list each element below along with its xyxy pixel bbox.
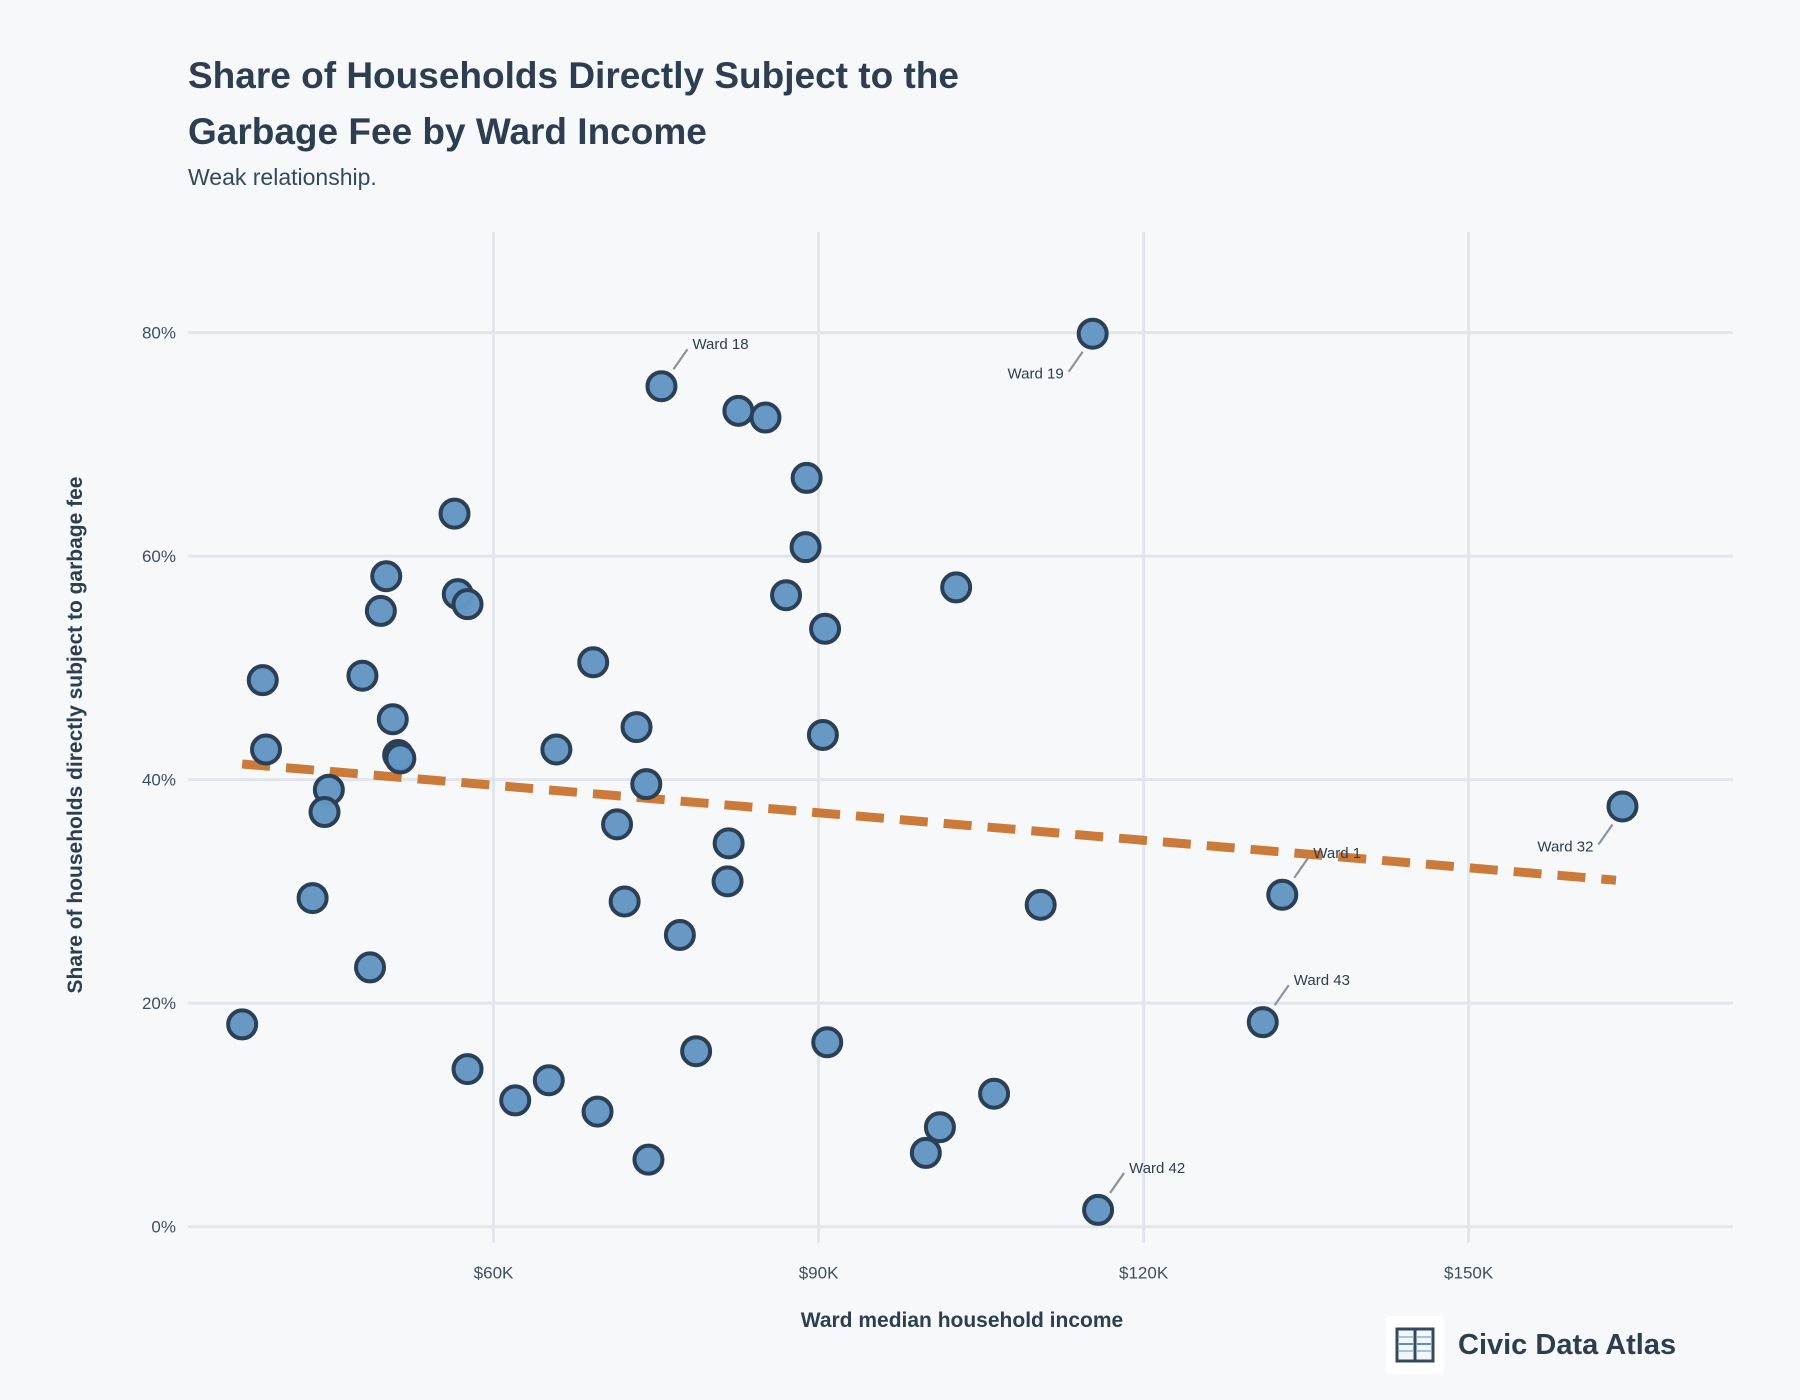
x-axis-title: Ward median household income	[801, 1309, 1123, 1332]
data-point[interactable]	[749, 401, 782, 434]
point-annotation: Ward 19	[1008, 366, 1064, 383]
open-book-icon	[1386, 1316, 1444, 1374]
annotation-leader-line	[1293, 857, 1310, 879]
data-point[interactable]	[581, 1095, 614, 1128]
data-point[interactable]	[451, 1053, 484, 1086]
data-point[interactable]	[246, 664, 279, 697]
x-tick-label: $120K	[1119, 1264, 1169, 1283]
point-annotation: Ward 42	[1129, 1160, 1185, 1177]
data-point[interactable]	[1076, 317, 1109, 350]
data-point[interactable]	[806, 718, 839, 751]
data-point[interactable]	[540, 733, 573, 766]
data-point[interactable]	[438, 497, 471, 530]
annotation-leader-line	[1067, 351, 1084, 373]
data-point[interactable]	[632, 1143, 665, 1176]
x-tick-label: $90K	[799, 1264, 839, 1283]
point-annotation: Ward 18	[692, 336, 748, 353]
y-tick-label: 80%	[142, 324, 176, 343]
annotation-leader-line	[1597, 823, 1614, 846]
data-point[interactable]	[811, 1026, 844, 1059]
annotations: Ward 18 Ward 19 Ward 42 Ward 1 Ward 43 Ward 3…	[672, 336, 1614, 1194]
brand-name: Civic Data Atlas	[1458, 1328, 1677, 1361]
chart-title: Share of Households Directly Subject to …	[188, 55, 959, 152]
data-point[interactable]	[308, 796, 341, 829]
data-point[interactable]	[370, 560, 403, 593]
data-point[interactable]	[499, 1084, 532, 1117]
annotation-leader-line	[672, 348, 689, 370]
data-point[interactable]	[364, 594, 397, 627]
data-point[interactable]	[712, 827, 745, 860]
data-point[interactable]	[1024, 888, 1057, 921]
data-point[interactable]	[645, 370, 678, 403]
data-point[interactable]	[923, 1111, 956, 1144]
annotation-leader-line	[1273, 984, 1290, 1006]
data-point[interactable]	[451, 588, 484, 621]
y-tick-label: 20%	[142, 994, 176, 1013]
data-point[interactable]	[789, 531, 822, 564]
data-point[interactable]	[1246, 1006, 1279, 1039]
y-axis-title: Share of households directly subject to …	[64, 477, 87, 994]
data-point[interactable]	[630, 768, 663, 801]
data-point[interactable]	[978, 1077, 1011, 1110]
x-tick-label: $150K	[1444, 1264, 1494, 1283]
data-point[interactable]	[608, 885, 641, 918]
data-points	[226, 317, 1639, 1226]
data-point[interactable]	[940, 571, 973, 604]
point-annotation: Ward 32	[1537, 838, 1593, 855]
data-point[interactable]	[809, 612, 842, 645]
data-point[interactable]	[376, 703, 409, 736]
data-point[interactable]	[790, 461, 823, 494]
tick-labels: 0% 20% 40% 60% 80% $60K $90K $120K $150K	[142, 324, 1494, 1283]
trend-line	[241, 759, 1617, 885]
data-point[interactable]	[680, 1035, 713, 1068]
gridlines	[188, 232, 1733, 1243]
data-point[interactable]	[1606, 790, 1639, 823]
data-point[interactable]	[722, 394, 755, 427]
chart-subtitle: Weak relationship.	[188, 164, 377, 190]
point-annotation: Ward 43	[1294, 972, 1350, 989]
data-point[interactable]	[663, 918, 696, 951]
data-point[interactable]	[770, 579, 803, 612]
data-point[interactable]	[532, 1064, 565, 1097]
x-tick-label: $60K	[474, 1264, 514, 1283]
point-annotation: Ward 1	[1313, 845, 1361, 862]
data-point[interactable]	[577, 646, 610, 679]
data-point[interactable]	[909, 1136, 942, 1169]
annotation-leader-line	[1109, 1172, 1125, 1194]
brand-logo: Civic Data Atlas	[1386, 1316, 1676, 1374]
data-point[interactable]	[601, 808, 634, 841]
data-point[interactable]	[1266, 878, 1299, 911]
data-point[interactable]	[250, 733, 283, 766]
data-point[interactable]	[384, 742, 417, 775]
data-point[interactable]	[296, 882, 329, 915]
y-tick-label: 60%	[142, 547, 176, 566]
data-point[interactable]	[1082, 1193, 1115, 1226]
data-point[interactable]	[620, 711, 653, 744]
data-point[interactable]	[226, 1008, 259, 1041]
data-point[interactable]	[711, 865, 744, 898]
data-point[interactable]	[354, 951, 387, 984]
y-tick-label: 0%	[151, 1218, 176, 1237]
y-tick-label: 40%	[142, 771, 176, 790]
trend-line-layer	[241, 759, 1617, 885]
data-point[interactable]	[346, 659, 379, 692]
